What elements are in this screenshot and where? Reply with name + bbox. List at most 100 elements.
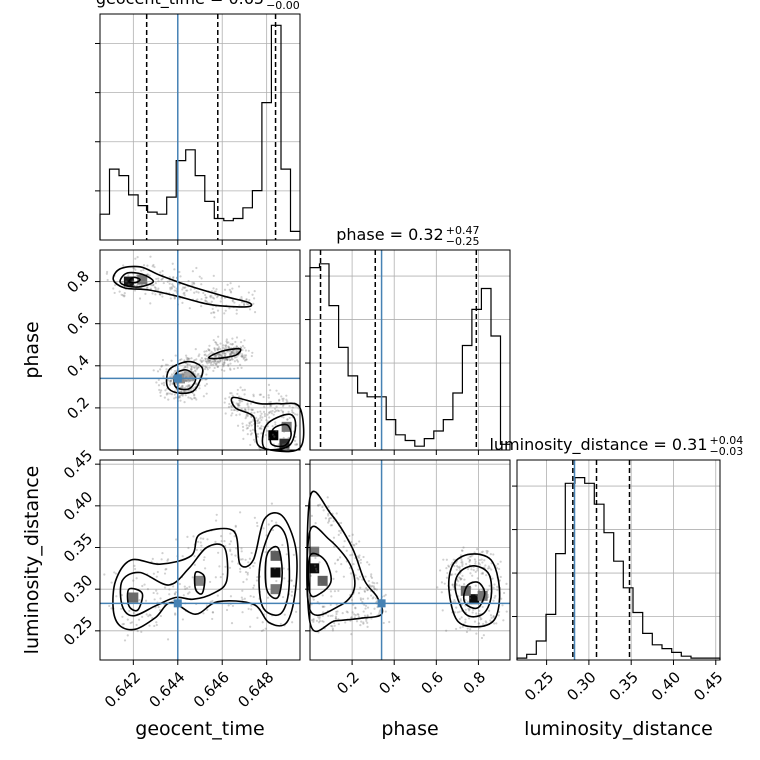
sample-point (319, 582, 322, 585)
sample-point (236, 349, 239, 352)
sample-point (188, 307, 191, 310)
sample-point (208, 349, 211, 352)
sample-point (366, 597, 370, 600)
sample-point (469, 586, 472, 589)
sample-point (157, 280, 160, 283)
sample-point (481, 561, 484, 564)
sample-point (188, 379, 192, 383)
sample-point (371, 584, 374, 588)
x-tick-label: 0.6 (418, 668, 448, 698)
sample-point (227, 363, 230, 366)
sample-point (452, 558, 455, 561)
sample-point (140, 274, 143, 277)
sample-point (273, 567, 276, 570)
sample-point (310, 619, 314, 622)
sample-point (273, 549, 276, 552)
sample-point (217, 335, 220, 338)
sample-point (493, 596, 496, 599)
sample-point (164, 568, 167, 571)
sample-point (239, 570, 242, 573)
y-tick-label: 0.2 (63, 393, 93, 423)
sample-point (186, 535, 189, 538)
sample-point (378, 611, 381, 614)
sample-point (235, 345, 238, 348)
sample-point (372, 596, 375, 599)
sample-point (368, 563, 371, 566)
sample-point (256, 616, 259, 619)
panel-frame (309, 459, 511, 661)
sample-point (318, 561, 321, 564)
density-cell (460, 585, 471, 596)
sample-point (188, 375, 192, 378)
sample-point (195, 266, 198, 270)
sample-point (217, 551, 220, 554)
sample-point (215, 341, 218, 344)
sample-point (241, 598, 244, 601)
sample-point (202, 291, 205, 295)
sample-point (244, 570, 248, 574)
sample-point (474, 560, 477, 563)
y-tick-label: 0.4 (63, 351, 93, 381)
sample-point (173, 393, 176, 396)
sample-point (233, 301, 236, 304)
sample-point (231, 299, 234, 302)
sample-point (459, 626, 462, 629)
sample-point (204, 359, 207, 362)
sample-point (314, 567, 318, 570)
sample-point (328, 517, 331, 520)
sample-point (461, 574, 464, 577)
sample-point (244, 409, 247, 412)
contour-outer (112, 512, 298, 631)
sample-point (181, 301, 184, 304)
sample-point (190, 375, 194, 378)
sample-point (228, 288, 231, 291)
sample-point (224, 352, 227, 356)
sample-point (178, 297, 181, 300)
x-tick-label: 0.35 (606, 668, 642, 704)
sample-point (285, 394, 288, 397)
sample-point (338, 556, 342, 559)
sample-point (184, 365, 187, 369)
sample-point (180, 386, 183, 389)
sample-point (120, 293, 123, 296)
sample-point (214, 576, 217, 579)
sample-point (173, 369, 176, 373)
sample-point (360, 620, 363, 623)
sample-point (364, 604, 368, 607)
sample-point (478, 563, 482, 566)
sample-point (126, 618, 129, 621)
sample-point (277, 399, 281, 402)
sample-point (445, 629, 448, 632)
sample-point (204, 296, 207, 299)
sample-point (138, 618, 141, 621)
contour-outer (208, 347, 242, 360)
sample-point (252, 595, 255, 598)
sample-point (217, 353, 220, 356)
sample-point (451, 583, 454, 586)
sample-point (277, 443, 280, 446)
sample-point (356, 555, 360, 558)
sample-point (280, 395, 283, 398)
sample-point (164, 389, 167, 392)
sample-point (183, 379, 186, 382)
sample-point (223, 361, 226, 364)
sample-point (201, 364, 204, 367)
sample-point (146, 273, 149, 276)
sample-point (334, 617, 338, 620)
sample-point (264, 550, 267, 554)
sample-point (241, 353, 244, 356)
sample-point (248, 422, 251, 425)
sample-point (267, 394, 270, 397)
sample-point (315, 619, 319, 622)
sample-point (482, 622, 485, 626)
sample-point (472, 608, 475, 611)
sample-point (235, 345, 239, 348)
sample-point (505, 582, 508, 585)
sample-point (384, 593, 387, 596)
title-upper-error: +0.47 (446, 224, 480, 237)
sample-point (123, 639, 127, 642)
sample-point (243, 303, 246, 307)
sample-point (366, 588, 369, 591)
sample-point (148, 613, 151, 616)
sample-point (195, 548, 199, 551)
